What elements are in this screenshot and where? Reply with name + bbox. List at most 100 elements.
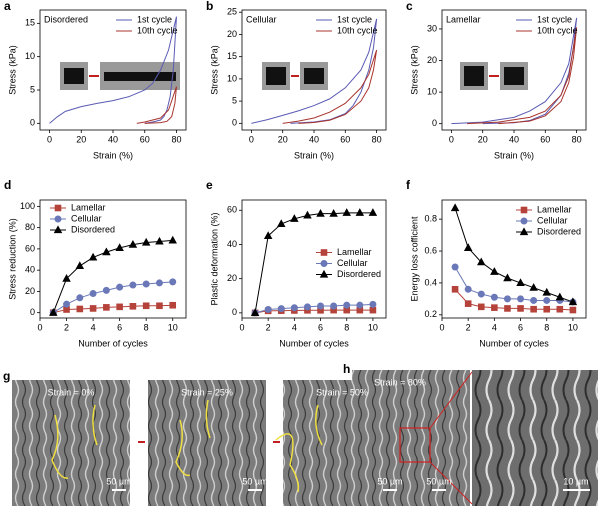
scale-bar-label: 50 µm	[106, 476, 131, 486]
x-tick-label: 20	[278, 134, 288, 144]
legend-label: 10th cycle	[137, 25, 178, 35]
x-axis-label: Strain (%)	[494, 150, 534, 160]
scale-bar-label: 50 µm	[242, 476, 267, 486]
legend-marker	[53, 225, 63, 234]
marker	[316, 209, 325, 217]
inset-photos	[60, 62, 528, 90]
x-tick-label: 2	[64, 322, 69, 332]
x-tick-label: 2	[266, 322, 271, 332]
y-axis-label: Plastic deformation (%)	[209, 212, 219, 305]
series-line	[49, 16, 177, 124]
marker	[102, 286, 110, 294]
marker	[490, 293, 498, 301]
x-axis-label: Strain (%)	[294, 150, 334, 160]
x-tick-label: 4	[292, 322, 297, 332]
y-tick-label: 10	[227, 73, 237, 83]
scale-bar-label: 10 µm	[563, 476, 588, 486]
marker	[116, 303, 123, 311]
marker	[530, 305, 537, 313]
x-tick-label: 40	[108, 134, 118, 144]
legend-label: Disordered	[337, 269, 381, 279]
marker	[250, 308, 260, 316]
marker	[156, 302, 163, 310]
x-axis-label: Number of cycles	[279, 338, 349, 348]
legend-label: 1st cycle	[337, 14, 372, 24]
marker	[355, 208, 365, 216]
series-line	[53, 304, 173, 314]
marker	[450, 203, 460, 212]
marker	[543, 296, 551, 304]
marker	[264, 305, 272, 313]
marker	[277, 305, 285, 313]
panel-label: e	[206, 178, 213, 192]
marker	[317, 302, 325, 310]
marker	[451, 263, 459, 271]
plot-frame	[241, 199, 387, 319]
marker	[368, 208, 378, 216]
legend-marker	[520, 217, 528, 225]
x-tick-label: 60	[140, 134, 150, 144]
x-tick-label: 0	[37, 322, 42, 332]
marker	[369, 300, 377, 308]
x-tick-label: 0	[439, 322, 444, 332]
image-caption: Strain = 50%	[316, 387, 368, 397]
series-line	[282, 49, 378, 124]
marker	[517, 295, 525, 303]
x-tick-label: 4	[91, 322, 96, 332]
marker	[103, 304, 110, 311]
y-axis-label: Stress (kPa)	[409, 45, 419, 95]
panel-label: g	[3, 369, 10, 383]
marker	[556, 305, 564, 313]
legend-marker	[54, 204, 62, 212]
y-tick-label: 15	[227, 51, 237, 61]
plot-frame	[441, 199, 587, 319]
series-line	[467, 27, 578, 125]
marker	[263, 231, 273, 240]
marker	[329, 209, 338, 217]
y-tick-label: 5	[30, 84, 35, 94]
marker	[464, 285, 472, 293]
y-tick-label: 20	[227, 273, 237, 283]
marker	[290, 214, 299, 222]
legend-label: Lamellar	[537, 204, 572, 214]
marker	[490, 267, 499, 275]
marker	[102, 247, 111, 256]
marker	[555, 292, 565, 301]
series-line	[53, 281, 173, 314]
marker	[129, 281, 137, 289]
legend-marker	[319, 269, 329, 278]
chart-title: Cellular	[246, 14, 277, 24]
y-tick-label: 100	[20, 201, 35, 211]
legend-label: Lamellar	[71, 202, 106, 212]
legend-label: 10th cycle	[337, 25, 378, 35]
x-tick-label: 0	[249, 134, 254, 144]
panel-label: a	[4, 0, 11, 13]
legend-label: 1st cycle	[537, 14, 572, 24]
x-tick-label: 6	[518, 322, 523, 332]
y-tick-label: 25	[227, 7, 237, 17]
series-line	[451, 17, 578, 125]
legend-label: 1st cycle	[137, 14, 172, 24]
x-axis-label: Number of cycles	[479, 338, 549, 348]
legend-label: 10th cycle	[537, 25, 578, 35]
marker	[75, 261, 85, 270]
marker	[62, 274, 71, 282]
marker	[277, 219, 286, 228]
y-tick-label: 0	[432, 118, 437, 128]
x-tick-label: 80	[171, 134, 181, 144]
x-tick-label: 40	[509, 134, 519, 144]
y-tick-label: 20	[427, 55, 437, 65]
marker	[76, 294, 84, 302]
y-tick-label: 0	[30, 118, 35, 128]
chart-title: Lamellar	[446, 14, 481, 24]
legend-marker	[320, 249, 328, 256]
y-tick-label: 30	[427, 23, 437, 33]
x-tick-label: 40	[309, 134, 319, 144]
marker	[290, 304, 298, 312]
x-tick-label: 80	[572, 134, 582, 144]
series-line	[255, 309, 373, 314]
x-tick-label: 4	[492, 322, 497, 332]
marker	[343, 301, 351, 309]
panel-label: h	[343, 362, 350, 376]
legend-marker	[520, 206, 528, 214]
